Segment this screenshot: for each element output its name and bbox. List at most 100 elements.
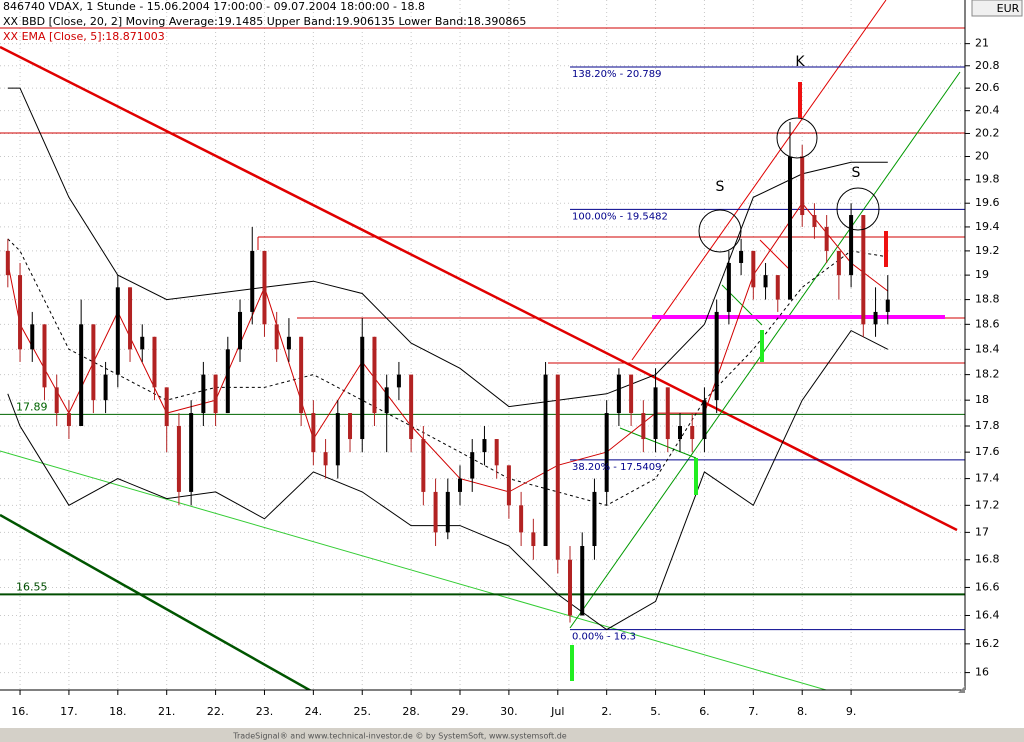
candle-body	[115, 287, 120, 375]
x-tick-label: 8.	[797, 705, 808, 718]
candle-body	[580, 546, 585, 616]
x-tick-label: 17.	[60, 705, 78, 718]
channel-line	[619, 427, 697, 459]
candle-body	[323, 452, 328, 466]
plot-area	[0, 0, 965, 690]
channel-line	[569, 71, 961, 629]
candle-body	[433, 491, 438, 533]
candle-body	[836, 250, 841, 276]
y-tick-label: 17.2	[975, 498, 1000, 511]
x-tick-label: 9.	[846, 705, 857, 718]
candle-body	[225, 349, 230, 414]
candle-body	[164, 387, 169, 427]
x-tick-label: 5.	[650, 705, 661, 718]
candle-body	[506, 465, 511, 506]
candle-body	[262, 250, 267, 325]
y-tick-label: 20.2	[975, 126, 1000, 139]
candle-body	[91, 324, 96, 401]
y-tick-label: 17	[975, 525, 989, 538]
candle-body	[470, 452, 475, 479]
candle-body	[690, 426, 695, 440]
candle-body	[458, 478, 463, 492]
candle-body	[286, 336, 291, 350]
candle-body	[152, 336, 157, 388]
y-tick-label: 18.4	[975, 342, 1000, 355]
candle-body	[763, 275, 768, 288]
x-tick-label: 24.	[305, 705, 323, 718]
candle-body	[299, 336, 304, 414]
signal-bar	[570, 645, 574, 681]
y-tick-label: 20.8	[975, 59, 1000, 72]
x-tick-label: 16.	[11, 705, 29, 718]
candle-body	[189, 413, 194, 492]
candle-body	[885, 299, 890, 312]
candle-body	[372, 336, 377, 414]
pattern-circle	[836, 187, 880, 231]
candle-body	[79, 324, 84, 427]
candle-body	[482, 439, 487, 453]
pattern-circle	[698, 209, 742, 253]
x-tick-label: 25.	[353, 705, 371, 718]
y-tick-label: 19.2	[975, 244, 1000, 257]
x-tick-label: 23.	[256, 705, 274, 718]
candle-body	[409, 374, 414, 440]
candle-body	[238, 311, 243, 350]
x-tick-label: 6.	[699, 705, 710, 718]
x-tick-label: 2.	[601, 705, 612, 718]
y-tick-label: 18	[975, 393, 989, 406]
fib-label: 138.20% - 20.789	[572, 69, 661, 80]
candle-body	[787, 156, 792, 300]
candle-body	[800, 156, 805, 216]
signal-bar	[760, 330, 764, 362]
y-tick-label: 16.8	[975, 553, 1000, 566]
y-tick-label: 20.6	[975, 81, 1000, 94]
candle-body	[5, 250, 10, 276]
candle-body	[140, 336, 145, 350]
candle-body	[421, 439, 426, 492]
y-tick-label: 19.6	[975, 196, 1000, 209]
bollinger-upper	[7, 87, 888, 408]
channel-line	[631, 0, 887, 361]
candle-body	[66, 413, 71, 427]
y-tick-label: 17.6	[975, 445, 1000, 458]
currency: EUR	[997, 2, 1020, 15]
signal-bar	[884, 231, 888, 267]
y-tick-label: 16.4	[975, 608, 1000, 621]
candle-body	[824, 226, 829, 251]
y-tick-label: 17.4	[975, 472, 1000, 485]
candle-body	[751, 250, 756, 288]
candle-body	[213, 374, 218, 414]
y-tick-label: 16.6	[975, 580, 1000, 593]
y-tick-label: 18.6	[975, 317, 1000, 330]
candle-body	[775, 275, 780, 300]
x-tick-label: 7.	[748, 705, 759, 718]
y-tick-label: 16	[975, 666, 989, 679]
y-tick-label: 20.4	[975, 104, 1000, 117]
candle-body	[445, 491, 450, 533]
candle-body	[555, 374, 560, 560]
currency-box	[971, 0, 1023, 17]
pattern-label: S	[852, 165, 861, 181]
pattern-label: S	[716, 179, 725, 195]
y-tick-label: 20	[975, 149, 989, 162]
candle-body	[42, 324, 47, 388]
footer: TradeSignal® and www.technical-investor.…	[232, 732, 567, 741]
candle-body	[812, 215, 817, 227]
candle-body	[568, 559, 573, 616]
candle-body	[335, 413, 340, 466]
candle-body	[861, 215, 866, 325]
x-tick-label: 30.	[500, 705, 518, 718]
candle-body	[274, 324, 279, 350]
fib-label: 0.00% - 16.3	[572, 632, 636, 643]
trend-line	[0, 450, 828, 690]
x-tick-label: 29.	[451, 705, 469, 718]
pattern-label: K	[795, 54, 805, 70]
candle-body	[30, 324, 35, 350]
indicator-label: XX BBD [Close, 20, 2] Moving Average:19.…	[3, 15, 526, 28]
candle-body	[726, 262, 731, 312]
candle-body	[714, 311, 719, 401]
candle-body	[873, 311, 878, 325]
candle-body	[396, 374, 401, 388]
